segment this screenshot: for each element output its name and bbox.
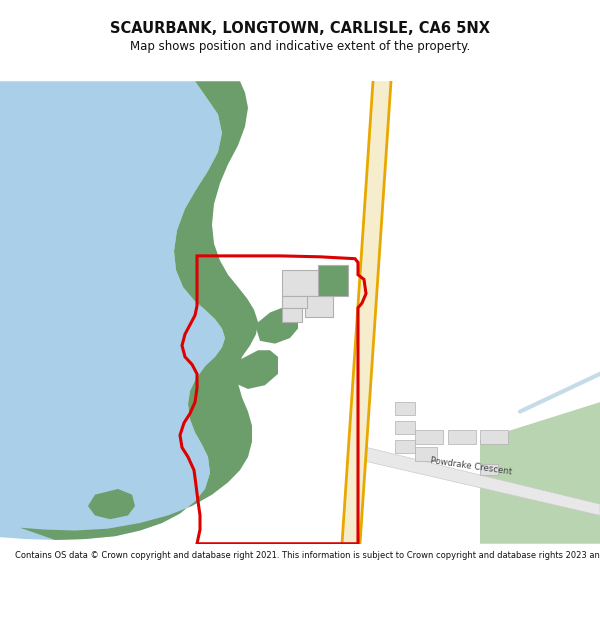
Polygon shape [232, 350, 278, 389]
Bar [282, 296, 307, 308]
Text: Powdrake Crescent: Powdrake Crescent [430, 456, 513, 476]
Text: Map shows position and indicative extent of the property.: Map shows position and indicative extent… [130, 41, 470, 53]
Polygon shape [480, 402, 600, 544]
Polygon shape [88, 489, 135, 519]
Polygon shape [355, 444, 600, 516]
Polygon shape [342, 81, 391, 544]
Text: Contains OS data © Crown copyright and database right 2021. This information is : Contains OS data © Crown copyright and d… [15, 551, 600, 560]
Text: SCAURBANK, LONGTOWN, CARLISLE, CA6 5NX: SCAURBANK, LONGTOWN, CARLISLE, CA6 5NX [110, 21, 490, 36]
Polygon shape [255, 308, 298, 344]
Bar [305, 296, 333, 318]
Polygon shape [0, 414, 82, 466]
Bar [480, 431, 508, 444]
Bar [395, 421, 415, 434]
Bar [448, 431, 476, 444]
Polygon shape [0, 479, 45, 514]
Bar [395, 440, 415, 453]
Polygon shape [318, 265, 348, 296]
Bar [415, 431, 443, 444]
Bar [480, 464, 498, 475]
Bar [282, 270, 324, 296]
Bar [395, 402, 415, 416]
Bar [282, 308, 302, 322]
Polygon shape [20, 81, 258, 540]
Polygon shape [0, 81, 225, 540]
Bar [415, 448, 437, 461]
